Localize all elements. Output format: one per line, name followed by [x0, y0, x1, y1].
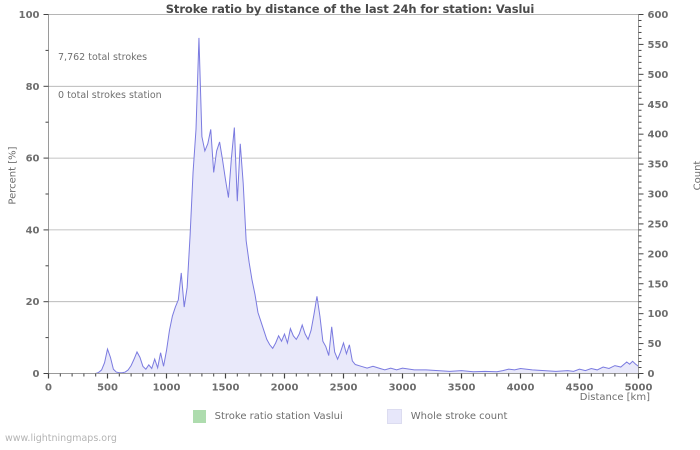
legend-item-stroke-ratio-station: Stroke ratio station Vaslui	[192, 410, 343, 423]
y-axis-right-label: Count	[692, 160, 700, 191]
svg-text:400: 400	[648, 130, 669, 141]
svg-text:3500: 3500	[448, 383, 476, 394]
svg-text:450: 450	[648, 100, 669, 111]
legend-label-stroke-ratio-station: Stroke ratio station Vaslui	[214, 411, 343, 422]
svg-text:100: 100	[19, 10, 40, 21]
svg-text:300: 300	[648, 190, 669, 201]
svg-text:4000: 4000	[507, 383, 535, 394]
svg-text:80: 80	[26, 82, 40, 93]
svg-text:0: 0	[648, 369, 655, 380]
legend-swatch-stroke-ratio-station	[192, 410, 206, 423]
svg-text:4500: 4500	[566, 383, 594, 394]
svg-text:50: 50	[648, 339, 662, 350]
svg-text:250: 250	[648, 219, 669, 230]
svg-text:3000: 3000	[389, 383, 417, 394]
svg-text:1500: 1500	[212, 383, 240, 394]
svg-text:0: 0	[33, 369, 40, 380]
svg-text:40: 40	[26, 225, 40, 236]
svg-text:500: 500	[648, 70, 669, 81]
svg-text:550: 550	[648, 40, 669, 51]
x-axis-label: Distance [km]	[579, 392, 650, 403]
svg-text:600: 600	[648, 10, 669, 21]
chart-annotation: 7,762 total strokes 0 total strokes stat…	[58, 27, 162, 127]
annotation-total-strokes: 7,762 total strokes	[58, 52, 148, 63]
svg-text:2000: 2000	[271, 383, 299, 394]
annotation-total-strokes-station: 0 total strokes station	[58, 89, 162, 101]
legend-item-whole-stroke-count: Whole stroke count	[386, 409, 508, 424]
svg-text:60: 60	[26, 154, 40, 165]
svg-text:2500: 2500	[330, 383, 358, 394]
svg-text:0: 0	[45, 383, 52, 394]
y-axis-left-label: Percent [%]	[7, 146, 19, 205]
svg-text:350: 350	[648, 160, 669, 171]
svg-text:150: 150	[648, 279, 669, 290]
footer-url: www.lightningmaps.org	[5, 433, 117, 444]
series-line-whole-stroke-count	[48, 37, 639, 374]
svg-text:1000: 1000	[153, 383, 181, 394]
chart-legend: Stroke ratio station Vaslui Whole stroke…	[0, 409, 700, 424]
svg-text:20: 20	[26, 297, 40, 308]
svg-text:200: 200	[648, 249, 669, 260]
svg-text:500: 500	[97, 383, 118, 394]
legend-swatch-whole-stroke-count	[386, 409, 402, 424]
svg-text:100: 100	[648, 309, 669, 320]
svg-text:5000: 5000	[625, 383, 653, 394]
legend-label-whole-stroke-count: Whole stroke count	[410, 411, 508, 422]
chart-title: Stroke ratio by distance of the last 24h…	[165, 2, 535, 16]
series-area-whole-stroke-count	[48, 37, 639, 374]
